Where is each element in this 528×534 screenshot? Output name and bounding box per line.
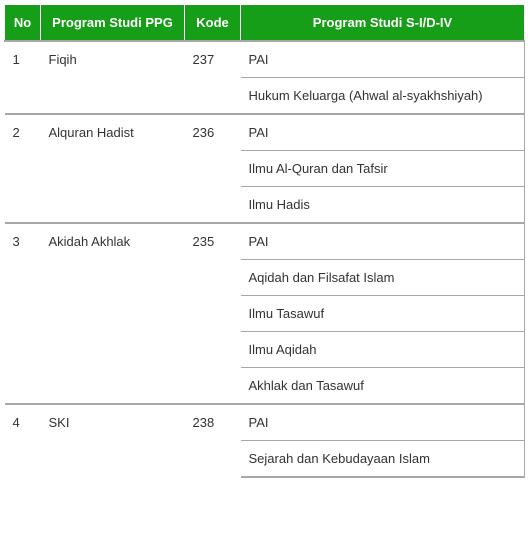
cell-s1: Aqidah dan Filsafat Islam: [241, 260, 525, 296]
cell-kode: 236: [185, 114, 241, 223]
cell-ppg: Alquran Hadist: [41, 114, 185, 223]
cell-ppg: SKI: [41, 404, 185, 477]
table-row: 1Fiqih237PAI: [5, 41, 525, 78]
cell-s1: Ilmu Hadis: [241, 187, 525, 224]
cell-s1: Sejarah dan Kebudayaan Islam: [241, 441, 525, 478]
cell-no: 1: [5, 41, 41, 114]
cell-ppg: Fiqih: [41, 41, 185, 114]
cell-s1: PAI: [241, 114, 525, 151]
table-header: No Program Studi PPG Kode Program Studi …: [5, 5, 525, 42]
cell-s1: Akhlak dan Tasawuf: [241, 368, 525, 405]
cell-s1: Hukum Keluarga (Ahwal al-syakhshiyah): [241, 78, 525, 115]
cell-s1: Ilmu Al-Quran dan Tafsir: [241, 151, 525, 187]
cell-s1: Ilmu Tasawuf: [241, 296, 525, 332]
col-kode: Kode: [185, 5, 241, 42]
col-ppg: Program Studi PPG: [41, 5, 185, 42]
cell-kode: 237: [185, 41, 241, 114]
cell-no: 2: [5, 114, 41, 223]
cell-s1: PAI: [241, 41, 525, 78]
col-no: No: [5, 5, 41, 42]
table-row: 2Alquran Hadist236PAI: [5, 114, 525, 151]
cell-s1: PAI: [241, 223, 525, 260]
table-body: 1Fiqih237PAIHukum Keluarga (Ahwal al-sya…: [5, 41, 525, 477]
table-row: 4SKI238PAI: [5, 404, 525, 441]
cell-no: 3: [5, 223, 41, 404]
cell-no: 4: [5, 404, 41, 477]
cell-s1: Ilmu Aqidah: [241, 332, 525, 368]
cell-kode: 235: [185, 223, 241, 404]
col-s1: Program Studi S-I/D-IV: [241, 5, 525, 42]
cell-s1: PAI: [241, 404, 525, 441]
table-row: 3Akidah Akhlak235PAI: [5, 223, 525, 260]
cell-ppg: Akidah Akhlak: [41, 223, 185, 404]
cell-kode: 238: [185, 404, 241, 477]
program-table: No Program Studi PPG Kode Program Studi …: [4, 4, 525, 478]
